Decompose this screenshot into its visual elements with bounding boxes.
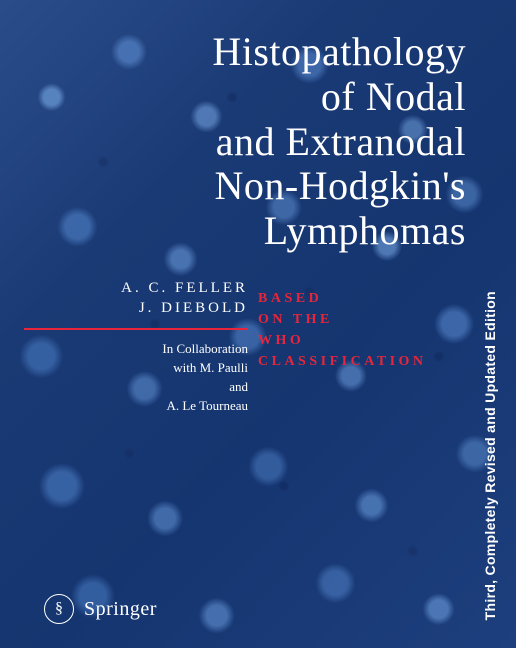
collab-line: with M. Paulli: [162, 359, 248, 378]
book-title: Histopathology of Nodal and Extranodal N…: [212, 30, 466, 254]
author-name: A. C. FELLER: [121, 278, 248, 298]
collab-line: A. Le Tourneau: [162, 397, 248, 416]
title-line: Histopathology: [212, 30, 466, 75]
publisher-name: Springer: [84, 598, 157, 621]
book-cover: Histopathology of Nodal and Extranodal N…: [0, 0, 516, 648]
subtitle-block: BASED ON THE WHO CLASSIFICATION: [258, 288, 427, 372]
springer-logo-icon: §: [44, 594, 74, 624]
edition-text: Third, Completely Revised and Updated Ed…: [482, 291, 498, 620]
author-name: J. DIEBOLD: [121, 298, 248, 318]
title-line: and Extranodal: [212, 120, 466, 165]
logo-glyph: §: [55, 600, 63, 618]
publisher-block: § Springer: [44, 594, 157, 624]
title-line: Lymphomas: [212, 209, 466, 254]
collaboration-block: In Collaboration with M. Paulli and A. L…: [162, 340, 248, 415]
collab-line: and: [162, 378, 248, 397]
subtitle-line: ON THE: [258, 309, 427, 330]
title-line: Non-Hodgkin's: [212, 164, 466, 209]
divider-line: [24, 328, 248, 330]
subtitle-line: CLASSIFICATION: [258, 351, 427, 372]
title-line: of Nodal: [212, 75, 466, 120]
subtitle-line: WHO: [258, 330, 427, 351]
collab-line: In Collaboration: [162, 340, 248, 359]
subtitle-line: BASED: [258, 288, 427, 309]
authors-block: A. C. FELLER J. DIEBOLD: [121, 278, 248, 319]
